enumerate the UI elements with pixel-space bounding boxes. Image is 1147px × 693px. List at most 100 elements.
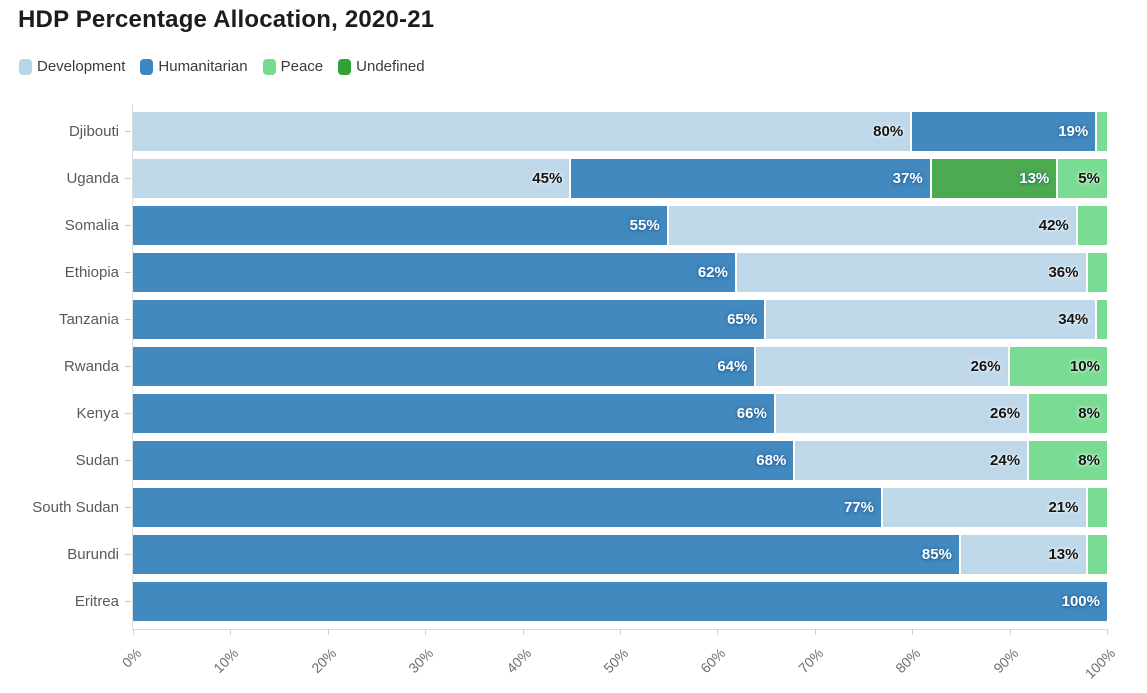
- segment-value-label: 5%: [1078, 170, 1100, 187]
- legend-swatch-development-icon: [19, 58, 32, 75]
- bar-segment-peace: [1077, 206, 1107, 245]
- legend-label: Humanitarian: [158, 58, 248, 75]
- segment-value-label: 24%: [990, 452, 1021, 469]
- stacked-bar: 68% 24% 8%: [133, 441, 1107, 480]
- segment-value-label: 37%: [892, 170, 923, 187]
- bar-segment-development: 34%: [766, 300, 1098, 339]
- bar-segment-development: 36%: [736, 253, 1088, 292]
- stacked-bar: 77% 21%: [133, 488, 1107, 527]
- bar-row-uganda: Uganda 45% 37% 13% 5%: [0, 159, 1107, 198]
- row-label: Sudan: [75, 452, 119, 469]
- segment-value-label: 77%: [843, 499, 874, 516]
- legend-item-development: Development: [19, 58, 125, 75]
- segment-value-label: 80%: [873, 123, 904, 140]
- legend-item-undefined: Undefined: [338, 58, 425, 75]
- x-tick: [620, 629, 621, 635]
- x-tick: [814, 629, 816, 635]
- bar-segment-development: 26%: [775, 394, 1030, 433]
- segment-value-label: 45%: [532, 170, 563, 187]
- category-tick: [125, 460, 131, 461]
- segment-value-label: 68%: [756, 452, 787, 469]
- segment-value-label: 100%: [1061, 593, 1100, 610]
- x-tick-label: 0%: [118, 645, 145, 671]
- legend-label: Development: [37, 58, 126, 75]
- category-tick: [125, 272, 131, 273]
- x-tick-label: 20%: [307, 645, 340, 677]
- legend-swatch-peace-icon: [262, 58, 276, 75]
- y-axis-line: [132, 104, 133, 630]
- x-axis-labels: 0% 10% 20% 30% 40% 50% 60% 70% 80% 90% 100%: [119, 641, 1119, 693]
- stacked-bar: 100%: [133, 582, 1107, 621]
- bar-segment-humanitarian: 85%: [133, 535, 961, 574]
- bar-segment-development: 42%: [668, 206, 1078, 245]
- category-tick: [125, 178, 131, 179]
- bar-segment-development: 80%: [133, 112, 913, 151]
- category-tick: [125, 319, 131, 320]
- row-label: Somalia: [64, 217, 119, 234]
- segment-value-label: 8%: [1078, 405, 1100, 422]
- stacked-bar: 45% 37% 13% 5%: [133, 159, 1107, 198]
- x-tick-label: 60%: [697, 645, 729, 677]
- bar-row-burundi: Burundi 85% 13%: [0, 535, 1107, 574]
- segment-value-label: 42%: [1038, 217, 1069, 234]
- chart-title: HDP Percentage Allocation, 2020-21: [18, 6, 435, 33]
- x-tick-label: 80%: [892, 645, 924, 677]
- category-tick: [125, 554, 131, 555]
- bar-segment-peace: [1097, 300, 1107, 339]
- row-label: South Sudan: [32, 499, 119, 516]
- row-label: Kenya: [76, 405, 119, 422]
- category-tick: [125, 131, 131, 132]
- row-label: Burundi: [67, 546, 119, 563]
- bar-segment-development: 13%: [960, 535, 1088, 574]
- bar-segment-humanitarian: 37%: [571, 159, 932, 198]
- bar-segment-humanitarian: 55%: [133, 206, 669, 245]
- category-tick: [125, 601, 131, 602]
- bar-row-tanzania: Tanzania 65% 34%: [0, 300, 1107, 339]
- legend-item-peace: Peace: [262, 58, 323, 75]
- bar-segment-development: 24%: [795, 441, 1030, 480]
- segment-value-label: 36%: [1048, 264, 1079, 281]
- stacked-bar: 55% 42%: [133, 206, 1107, 245]
- bar-segment-peace: [1087, 488, 1107, 527]
- x-tick: [425, 629, 427, 635]
- segment-value-label: 26%: [990, 405, 1021, 422]
- row-label: Rwanda: [63, 358, 119, 375]
- x-tick: [1009, 629, 1011, 635]
- bar-segment-humanitarian: 64%: [133, 347, 757, 386]
- segment-value-label: 10%: [1069, 358, 1100, 375]
- bar-segment-development: 26%: [756, 347, 1010, 386]
- bar-segment-peace: [1097, 112, 1107, 151]
- bar-segment-development: 21%: [882, 488, 1088, 527]
- bar-segment-development: 45%: [133, 159, 572, 198]
- bar-segment-peace: [1087, 535, 1107, 574]
- bar-row-ethiopia: Ethiopia 62% 36%: [0, 253, 1107, 292]
- segment-value-label: 34%: [1058, 311, 1089, 328]
- x-tick-label: 40%: [502, 645, 534, 677]
- segment-value-label: 13%: [1048, 546, 1079, 563]
- bar-segment-humanitarian: 65%: [133, 300, 767, 339]
- bar-segment-peace: [1087, 253, 1107, 292]
- bar-segment-humanitarian: 62%: [133, 253, 737, 292]
- row-label: Tanzania: [58, 311, 119, 328]
- x-tick: [522, 629, 524, 635]
- segment-value-label: 66%: [736, 405, 767, 422]
- stacked-bar: 80% 19%: [133, 112, 1107, 151]
- bar-rows: Djibouti 80% 19% Uganda 45% 37% 13% 5% Somalia 55…: [0, 112, 1107, 629]
- legend-item-humanitarian: Humanitarian: [140, 58, 248, 75]
- bar-segment-humanitarian: 68%: [133, 441, 796, 480]
- legend: Development Humanitarian Peace Undefined: [19, 58, 425, 75]
- row-label: Djibouti: [68, 123, 119, 140]
- x-tick: [327, 629, 329, 635]
- segment-value-label: 13%: [1019, 170, 1050, 187]
- bar-segment-peace: 8%: [1029, 394, 1107, 433]
- segment-value-label: 8%: [1078, 452, 1100, 469]
- segment-value-label: 19%: [1058, 123, 1089, 140]
- stacked-bar: 64% 26% 10%: [133, 347, 1107, 386]
- stacked-bar: 62% 36%: [133, 253, 1107, 292]
- x-axis-ticks: [133, 629, 1108, 635]
- stacked-bar: 65% 34%: [133, 300, 1107, 339]
- row-label: Ethiopia: [64, 264, 119, 281]
- category-tick: [125, 366, 131, 367]
- bar-segment-peace: 5%: [1058, 159, 1107, 198]
- x-tick-label: 100%: [1081, 645, 1119, 682]
